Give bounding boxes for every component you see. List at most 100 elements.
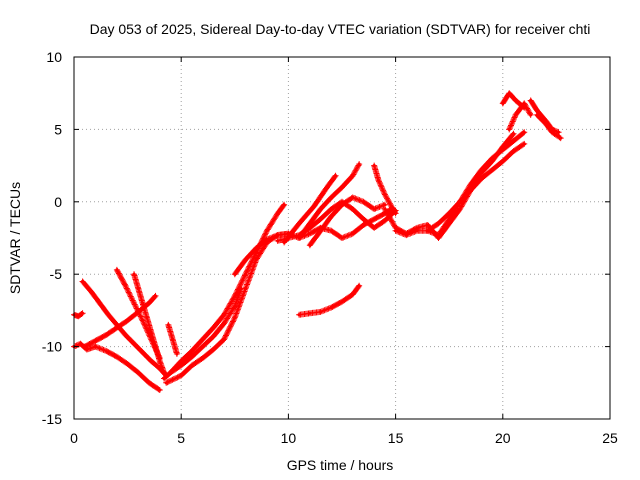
data-point (329, 229, 333, 233)
series-track-4 (81, 292, 159, 350)
data-point (556, 130, 561, 134)
y-tick-label: -10 (42, 339, 62, 355)
data-point (297, 236, 301, 240)
data-point (372, 164, 376, 168)
data-point (351, 195, 355, 200)
data-point (123, 333, 128, 337)
data-point (426, 223, 430, 227)
data-point (308, 243, 312, 247)
data-point (361, 217, 366, 221)
data-point (535, 108, 539, 113)
data-point (89, 289, 93, 294)
data-point (83, 345, 87, 349)
data-point (511, 132, 516, 136)
series-track-13 (296, 161, 363, 241)
data-point (372, 226, 376, 230)
data-point (276, 239, 280, 243)
data-point (308, 221, 312, 226)
data-point (115, 355, 119, 359)
data-point (325, 185, 329, 189)
data-point (93, 345, 98, 349)
data-point (469, 182, 473, 187)
data-point (147, 381, 151, 385)
data-point (436, 221, 441, 226)
axes: 0 5 10 15 20 25 -15 -10 -5 0 5 10 (42, 49, 618, 446)
data-point (158, 359, 162, 363)
series-track-16 (371, 162, 399, 217)
series-track-2 (71, 310, 86, 320)
x-axis-label: GPS time / hours (287, 457, 394, 473)
data-point (104, 333, 108, 337)
data-point (76, 314, 80, 318)
data-point (394, 229, 398, 233)
data-point (383, 203, 387, 207)
data-point (115, 268, 119, 272)
data-point (132, 272, 136, 276)
data-point (501, 148, 505, 152)
data-point (78, 342, 83, 346)
series-track-9 (167, 285, 245, 376)
data-point (522, 101, 526, 105)
data-point (132, 301, 136, 305)
data-point (351, 207, 355, 211)
data-point (149, 359, 153, 363)
data-point (297, 221, 301, 226)
chart-title: Day 053 of 2025, Sidereal Day-to-day VTE… (90, 21, 591, 37)
data-point (265, 237, 269, 242)
data-point (166, 323, 170, 327)
data-point (145, 316, 149, 320)
series-track-6 (131, 271, 168, 376)
data-point (389, 204, 393, 208)
data-point (141, 318, 145, 323)
data-point (501, 159, 505, 163)
data-point (511, 139, 516, 143)
data-point (162, 371, 166, 375)
y-tick-label: -15 (42, 411, 62, 427)
data-point (190, 363, 194, 368)
data-point (426, 229, 430, 233)
data-point (175, 352, 179, 356)
data-point (340, 236, 344, 240)
data-point (153, 294, 158, 298)
data-point (190, 349, 194, 353)
data-point (282, 203, 286, 207)
data-point (333, 174, 338, 178)
data-point (394, 211, 398, 215)
data-point (329, 195, 333, 200)
data-point (190, 355, 194, 359)
y-tick-label: 10 (46, 49, 62, 65)
x-tick-label: 20 (495, 430, 511, 446)
data-point (80, 279, 85, 284)
data-point (179, 363, 183, 368)
data-points (71, 90, 564, 394)
data-point (276, 211, 280, 215)
data-point (372, 207, 376, 211)
data-point (141, 301, 145, 305)
data-point (222, 337, 226, 341)
data-point (544, 122, 548, 126)
data-point (447, 217, 451, 221)
data-point (98, 301, 102, 305)
data-point (529, 98, 533, 103)
data-point (351, 292, 355, 297)
data-point (282, 240, 286, 244)
series-track-14 (306, 194, 388, 249)
data-point (93, 339, 98, 343)
series-track-20 (424, 140, 528, 234)
data-point (340, 185, 344, 189)
data-point (171, 337, 175, 341)
data-point (361, 223, 366, 227)
data-point (80, 311, 85, 315)
data-point (164, 381, 168, 385)
data-point (318, 310, 323, 314)
data-point (447, 211, 451, 215)
data-point (376, 178, 381, 182)
data-point (479, 168, 483, 172)
data-point (222, 313, 226, 317)
data-point (233, 272, 237, 276)
data-point (458, 200, 462, 204)
data-point (132, 342, 136, 346)
data-point (535, 113, 539, 117)
data-point (179, 373, 183, 378)
